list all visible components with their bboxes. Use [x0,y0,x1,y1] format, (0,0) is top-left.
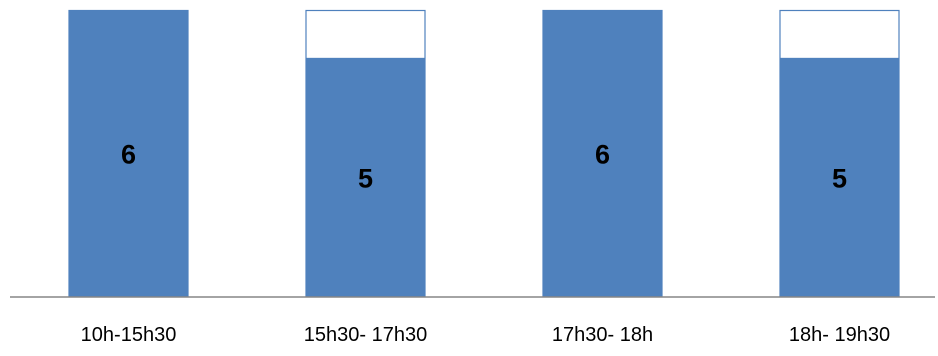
x-tick-label-2: 15h30- 17h30 [304,324,427,346]
data-label-2: 5 [358,163,373,193]
x-tick-label-4: 18h- 19h30 [789,324,890,346]
data-label-4: 5 [832,163,847,193]
bar-4 [779,57,900,298]
bar-3 [542,10,663,297]
x-tick-label-1: 10h-15h30 [81,324,177,346]
labels-layer: 6 10h-15h30 5 15h30- 17h30 6 17h30- 18h 5 18h- … [81,140,890,347]
bar-2 [305,57,426,298]
bars-layer [68,9,900,298]
data-label-3: 6 [595,140,610,170]
x-tick-label-3: 17h30- 18h [552,324,653,346]
bar-1 [68,10,189,297]
data-label-1: 6 [121,140,136,170]
